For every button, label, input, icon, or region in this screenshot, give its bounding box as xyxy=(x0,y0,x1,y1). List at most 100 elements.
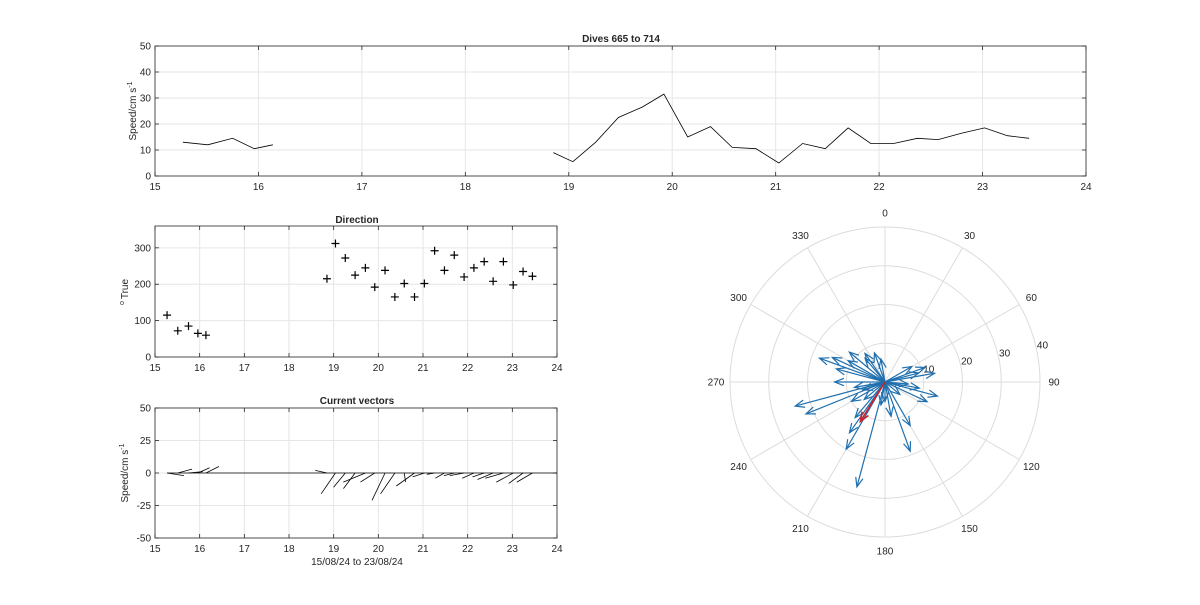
compass-arrow-head xyxy=(864,352,874,364)
current-vectors-y-tick-label: 50 xyxy=(140,404,152,415)
current-vector xyxy=(472,472,485,478)
current-vectors-x-tick-label: 23 xyxy=(507,544,519,555)
speed-x-tick-label: 24 xyxy=(1080,182,1092,193)
compass-radius-label: 20 xyxy=(961,357,973,368)
speed-x-tick-label: 17 xyxy=(356,182,368,193)
direction-point xyxy=(184,322,193,331)
current-vectors-x-tick-label: 22 xyxy=(462,544,474,555)
speed-y-tick-label: 50 xyxy=(140,42,152,53)
compass-angle-label: 330 xyxy=(792,231,809,242)
compass-angle-label: 180 xyxy=(877,547,894,558)
compass-arrow-head xyxy=(845,439,855,451)
compass-spoke xyxy=(884,247,963,383)
compass-arrow-head xyxy=(848,422,859,435)
compass-arrow-head xyxy=(878,394,887,407)
direction-y-tick-label: 300 xyxy=(134,243,151,254)
current-vector xyxy=(333,472,346,488)
direction-point xyxy=(469,263,478,272)
compass-arrow xyxy=(884,381,911,426)
compass-arrow xyxy=(884,381,928,403)
compass-arrow xyxy=(884,381,911,452)
direction-point xyxy=(489,277,498,286)
compass-arrow-head xyxy=(885,406,894,418)
compass-arrow-head xyxy=(848,351,860,362)
current-vector xyxy=(360,472,375,483)
compass-angle-label: 90 xyxy=(1048,378,1060,389)
direction-point xyxy=(173,326,182,335)
speed-x-tick-label: 23 xyxy=(977,182,989,193)
direction-point xyxy=(450,251,459,260)
compass-arrow xyxy=(836,368,886,383)
speed-x-tick-label: 18 xyxy=(460,182,472,193)
compass-arrow-head xyxy=(890,385,902,396)
compass-arrow-head xyxy=(846,359,859,369)
compass-arrow xyxy=(819,357,886,383)
current-vector xyxy=(496,472,514,483)
current-vectors-y-tick-label: -50 xyxy=(137,534,152,545)
direction-point xyxy=(163,311,172,320)
compass-arrow-head xyxy=(903,441,912,453)
direction-y-tick-label: 0 xyxy=(145,353,151,364)
compass-arrow xyxy=(854,381,886,419)
current-vector xyxy=(166,472,185,476)
current-vectors-y-tick-label: -25 xyxy=(137,501,152,512)
current-vector xyxy=(508,472,524,484)
direction-point xyxy=(193,329,202,338)
current-vectors-x-tick-label: 21 xyxy=(417,544,429,555)
compass-polar-axes: 0 30 60 90 120 150 180 210 240 270 300 330 10 20 30 40 xyxy=(708,209,1060,558)
current-vector xyxy=(205,466,220,474)
compass-arrow-head xyxy=(834,367,847,376)
compass-arrow-head xyxy=(901,365,914,375)
compass-arrow xyxy=(851,381,886,402)
current-vectors-x-axis-label: 15/08/24 to 23/08/24 xyxy=(311,557,403,568)
current-vector xyxy=(412,472,425,478)
current-vector xyxy=(485,472,504,479)
current-vector xyxy=(426,472,435,475)
compass-arrow-head xyxy=(927,389,939,398)
compass-angle-label: 30 xyxy=(964,231,976,242)
compass-arrow xyxy=(880,358,886,383)
compass-arrow xyxy=(848,351,886,383)
compass-arrow xyxy=(884,366,926,383)
current-vectors-x-tick-label: 17 xyxy=(239,544,251,555)
speed-y-tick-label: 30 xyxy=(140,94,152,105)
compass-angle-label: 0 xyxy=(882,209,888,220)
compass-arrow xyxy=(864,353,886,383)
compass-angle-label: 120 xyxy=(1023,462,1040,473)
direction-point xyxy=(440,266,449,275)
speed-x-tick-label: 21 xyxy=(770,182,782,193)
current-vector xyxy=(449,472,465,476)
direction-y-axis-label: oTrue xyxy=(119,279,131,306)
direction-x-tick-label: 21 xyxy=(417,363,429,374)
direction-point xyxy=(331,239,340,248)
direction-chart-title: Direction xyxy=(335,215,378,226)
speed-x-tick-label: 22 xyxy=(874,182,886,193)
current-vector xyxy=(462,472,475,479)
speed-y-tick-label: 40 xyxy=(140,68,152,79)
compass-arrow xyxy=(884,381,892,417)
current-vector xyxy=(197,467,210,474)
direction-point xyxy=(361,263,370,272)
direction-point xyxy=(400,279,409,288)
current-vectors-x-tick-label: 16 xyxy=(194,544,206,555)
direction-axes-box xyxy=(154,225,558,358)
direction-point xyxy=(201,331,210,340)
current-vector xyxy=(315,470,328,474)
compass-arrow-head xyxy=(917,393,929,403)
compass-arrow xyxy=(884,381,938,397)
speed-x-tick-label: 16 xyxy=(253,182,265,193)
compass-arrow-head xyxy=(852,381,865,391)
compass-arrow-head xyxy=(862,390,874,401)
current-vectors-x-tick-label: 20 xyxy=(373,544,385,555)
compass-arrow-head xyxy=(915,366,927,375)
direction-point xyxy=(430,246,439,255)
current-vectors-x-tick-label: 24 xyxy=(551,544,563,555)
compass-arrow xyxy=(847,360,886,383)
compass-angle-label: 210 xyxy=(792,524,809,535)
current-vector xyxy=(343,472,366,483)
current-vectors-x-tick-label: 19 xyxy=(328,544,340,555)
compass-mean-arrow xyxy=(859,381,886,422)
direction-x-tick-label: 17 xyxy=(239,363,251,374)
compass-arrow xyxy=(856,381,886,487)
speed-chart-title: Dives 665 to 714 xyxy=(582,34,660,45)
